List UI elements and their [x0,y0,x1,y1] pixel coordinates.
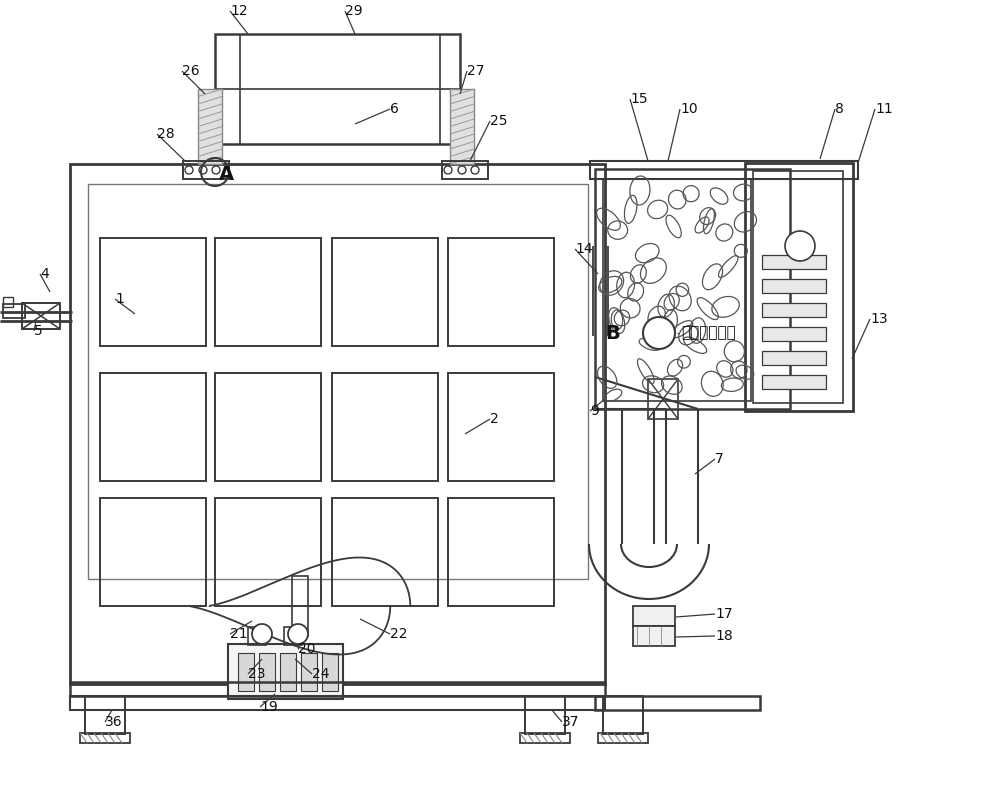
Text: 27: 27 [467,64,484,78]
Bar [598,733,648,743]
Bar [183,161,229,179]
Bar [595,696,760,710]
Text: 2: 2 [490,412,499,426]
Bar [648,379,678,419]
Text: B: B [605,323,620,342]
Circle shape [288,624,308,644]
Text: 15: 15 [630,92,648,106]
Text: 18: 18 [715,629,733,643]
Bar [215,498,321,606]
Circle shape [199,166,207,174]
Circle shape [458,166,466,174]
Bar [762,351,826,365]
Bar [248,627,266,645]
Bar [332,238,438,346]
Bar [80,733,130,743]
Bar [215,238,321,346]
Bar [100,498,206,606]
Circle shape [212,166,220,174]
Bar [332,373,438,481]
Bar [762,303,826,317]
Text: 24: 24 [312,667,330,681]
Bar [259,653,275,691]
Bar [70,682,605,696]
Bar [100,238,206,346]
Bar [85,696,125,734]
Text: 13: 13 [870,312,888,326]
Circle shape [643,317,675,349]
Text: 5: 5 [34,324,43,338]
Bar [198,89,222,164]
Text: 17: 17 [715,607,733,621]
Bar [745,163,853,411]
Text: 29: 29 [345,4,363,18]
Text: 11: 11 [875,102,893,116]
Text: 9: 9 [590,404,599,418]
Bar [70,696,605,710]
Bar [22,303,60,329]
Bar [633,606,675,626]
Bar [322,653,338,691]
Bar [301,653,317,691]
Text: 28: 28 [157,127,175,141]
Bar [292,576,308,636]
Bar [762,279,826,293]
Text: 19: 19 [260,700,278,714]
Bar [228,644,343,699]
Text: 37: 37 [562,715,580,729]
Circle shape [785,231,815,261]
Bar [442,161,488,179]
Bar [603,696,643,734]
Bar [520,733,570,743]
Bar [525,696,565,734]
Circle shape [185,166,193,174]
Bar [762,375,826,389]
Bar [88,184,588,579]
Bar [590,161,858,179]
Bar [762,327,826,341]
Bar [633,626,675,646]
Bar [3,304,25,318]
Text: 20: 20 [298,642,316,656]
Bar [215,373,321,481]
Text: 14: 14 [575,242,593,256]
Text: 6: 6 [390,102,399,116]
Text: A: A [219,164,234,184]
Text: 26: 26 [182,64,200,78]
Bar [450,89,474,164]
Circle shape [252,624,272,644]
Circle shape [444,166,452,174]
Circle shape [471,166,479,174]
Text: 1: 1 [115,292,124,306]
Bar [3,297,13,307]
Text: 外界输送风机: 外界输送风机 [681,326,736,341]
Bar [332,498,438,606]
Text: 8: 8 [835,102,844,116]
Bar [238,653,254,691]
Bar [70,164,605,684]
Bar [595,169,790,409]
Text: 7: 7 [715,452,724,466]
Bar [762,255,826,269]
Bar [100,373,206,481]
Bar [280,653,296,691]
Text: 36: 36 [105,715,123,729]
Bar [603,179,751,401]
Bar [448,373,554,481]
Bar [753,171,843,403]
Bar [448,238,554,346]
Bar [215,34,460,144]
Bar [284,627,302,645]
Text: 12: 12 [230,4,248,18]
Text: 22: 22 [390,627,408,641]
Text: 21: 21 [230,627,248,641]
Text: 10: 10 [680,102,698,116]
Text: 23: 23 [248,667,266,681]
Bar [448,498,554,606]
Text: 4: 4 [40,267,49,281]
Text: 25: 25 [490,114,508,128]
